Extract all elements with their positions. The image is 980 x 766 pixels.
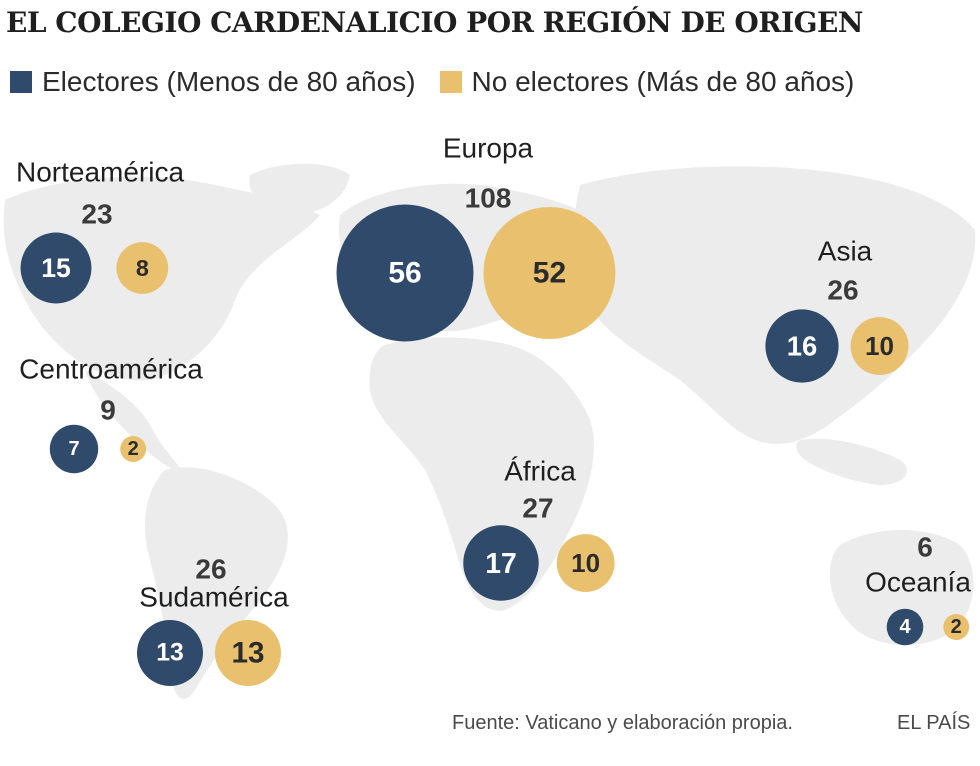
bubble-no-electores-centroamerica: [120, 436, 147, 462]
bubble-electores-norteamerica: [20, 232, 92, 304]
legend-item-no-electores: No electores (Más de 80 años): [439, 66, 855, 98]
value-label-electores-oceania: 4: [899, 616, 911, 638]
region-europa: 56 52 Europa 108: [336, 133, 616, 342]
bubble-no-electores-africa: [556, 534, 615, 592]
region-total-europa: 108: [465, 183, 512, 214]
value-label-no-electores-asia: 10: [865, 331, 894, 361]
legend-swatch-no-electores: [439, 71, 462, 93]
value-label-electores-centroamerica: 7: [68, 438, 79, 460]
legend-label-electores: Electores (Menos de 80 años): [42, 66, 416, 97]
source-note: Fuente: Vaticano y elaboración propia.: [452, 712, 793, 734]
value-label-no-electores-norteamerica: 8: [136, 255, 149, 281]
landmass-africa: [369, 337, 594, 611]
chart-title: EL COLEGIO CARDENALICIO POR REGIÓN DE OR…: [6, 6, 863, 39]
bubble-no-electores-oceania: [943, 614, 970, 640]
region-name-asia: Asia: [818, 236, 873, 267]
region-name-africa: África: [504, 456, 576, 487]
value-label-no-electores-sudamerica: 13: [231, 637, 264, 670]
region-africa: 17 10 África 27: [463, 456, 615, 601]
region-name-centroamerica: Centroamérica: [19, 354, 203, 385]
value-label-no-electores-africa: 10: [571, 548, 600, 578]
bubble-electores-europa: [336, 204, 474, 342]
region-name-oceania: Oceanía: [865, 567, 971, 598]
legend-item-electores: Electores (Menos de 80 años): [10, 66, 416, 98]
region-name-norteamerica: Norteamérica: [16, 157, 184, 188]
value-label-no-electores-europa: 52: [533, 257, 566, 290]
value-label-no-electores-centroamerica: 2: [128, 438, 139, 460]
region-total-norteamerica: 23: [81, 199, 112, 230]
bubble-electores-sudamerica: [137, 620, 203, 686]
region-total-sudamerica: 26: [195, 554, 226, 585]
landmass-southeast-asia: [796, 438, 908, 485]
landmass-asia: [573, 166, 976, 444]
landmass-greenland: [249, 163, 350, 215]
publisher-brand: EL PAÍS: [897, 712, 971, 734]
region-centroamerica: 7 2 Centroamérica 9: [19, 354, 203, 474]
bubble-electores-centroamerica: [49, 424, 99, 474]
bubble-no-electores-asia: [850, 317, 909, 375]
region-asia: 16 10 Asia 26: [765, 236, 909, 383]
value-label-electores-norteamerica: 15: [41, 253, 71, 283]
bubble-no-electores-europa: [483, 207, 616, 339]
region-total-oceania: 6: [917, 532, 933, 563]
legend-label-no-electores: No electores (Más de 80 años): [471, 66, 855, 97]
bubble-electores-asia: [765, 309, 839, 383]
bubble-electores-africa: [463, 525, 539, 601]
landmass-australia: [829, 530, 974, 645]
region-total-asia: 26: [827, 275, 858, 306]
region-name-sudamerica: Sudamérica: [139, 582, 289, 613]
value-label-electores-europa: 56: [388, 257, 421, 290]
landmass-central-america: [85, 370, 185, 475]
bubble-electores-oceania: [886, 608, 924, 646]
region-total-centroamerica: 9: [100, 395, 116, 426]
legend-swatch-electores: [10, 71, 32, 93]
value-label-electores-asia: 16: [787, 331, 818, 362]
value-label-electores-sudamerica: 13: [156, 640, 184, 667]
region-name-europa: Europa: [443, 133, 534, 164]
region-norteamerica: 15 8 Norteamérica 23: [16, 157, 184, 304]
region-total-africa: 27: [522, 493, 553, 524]
value-label-no-electores-oceania: 2: [951, 616, 962, 638]
bubble-no-electores-sudamerica: [214, 620, 281, 686]
region-oceania: 4 2 Oceanía 6: [865, 532, 971, 646]
value-label-electores-africa: 17: [485, 547, 516, 579]
bubble-no-electores-norteamerica: [116, 242, 169, 294]
legend: Electores (Menos de 80 años) No electore…: [10, 66, 878, 98]
